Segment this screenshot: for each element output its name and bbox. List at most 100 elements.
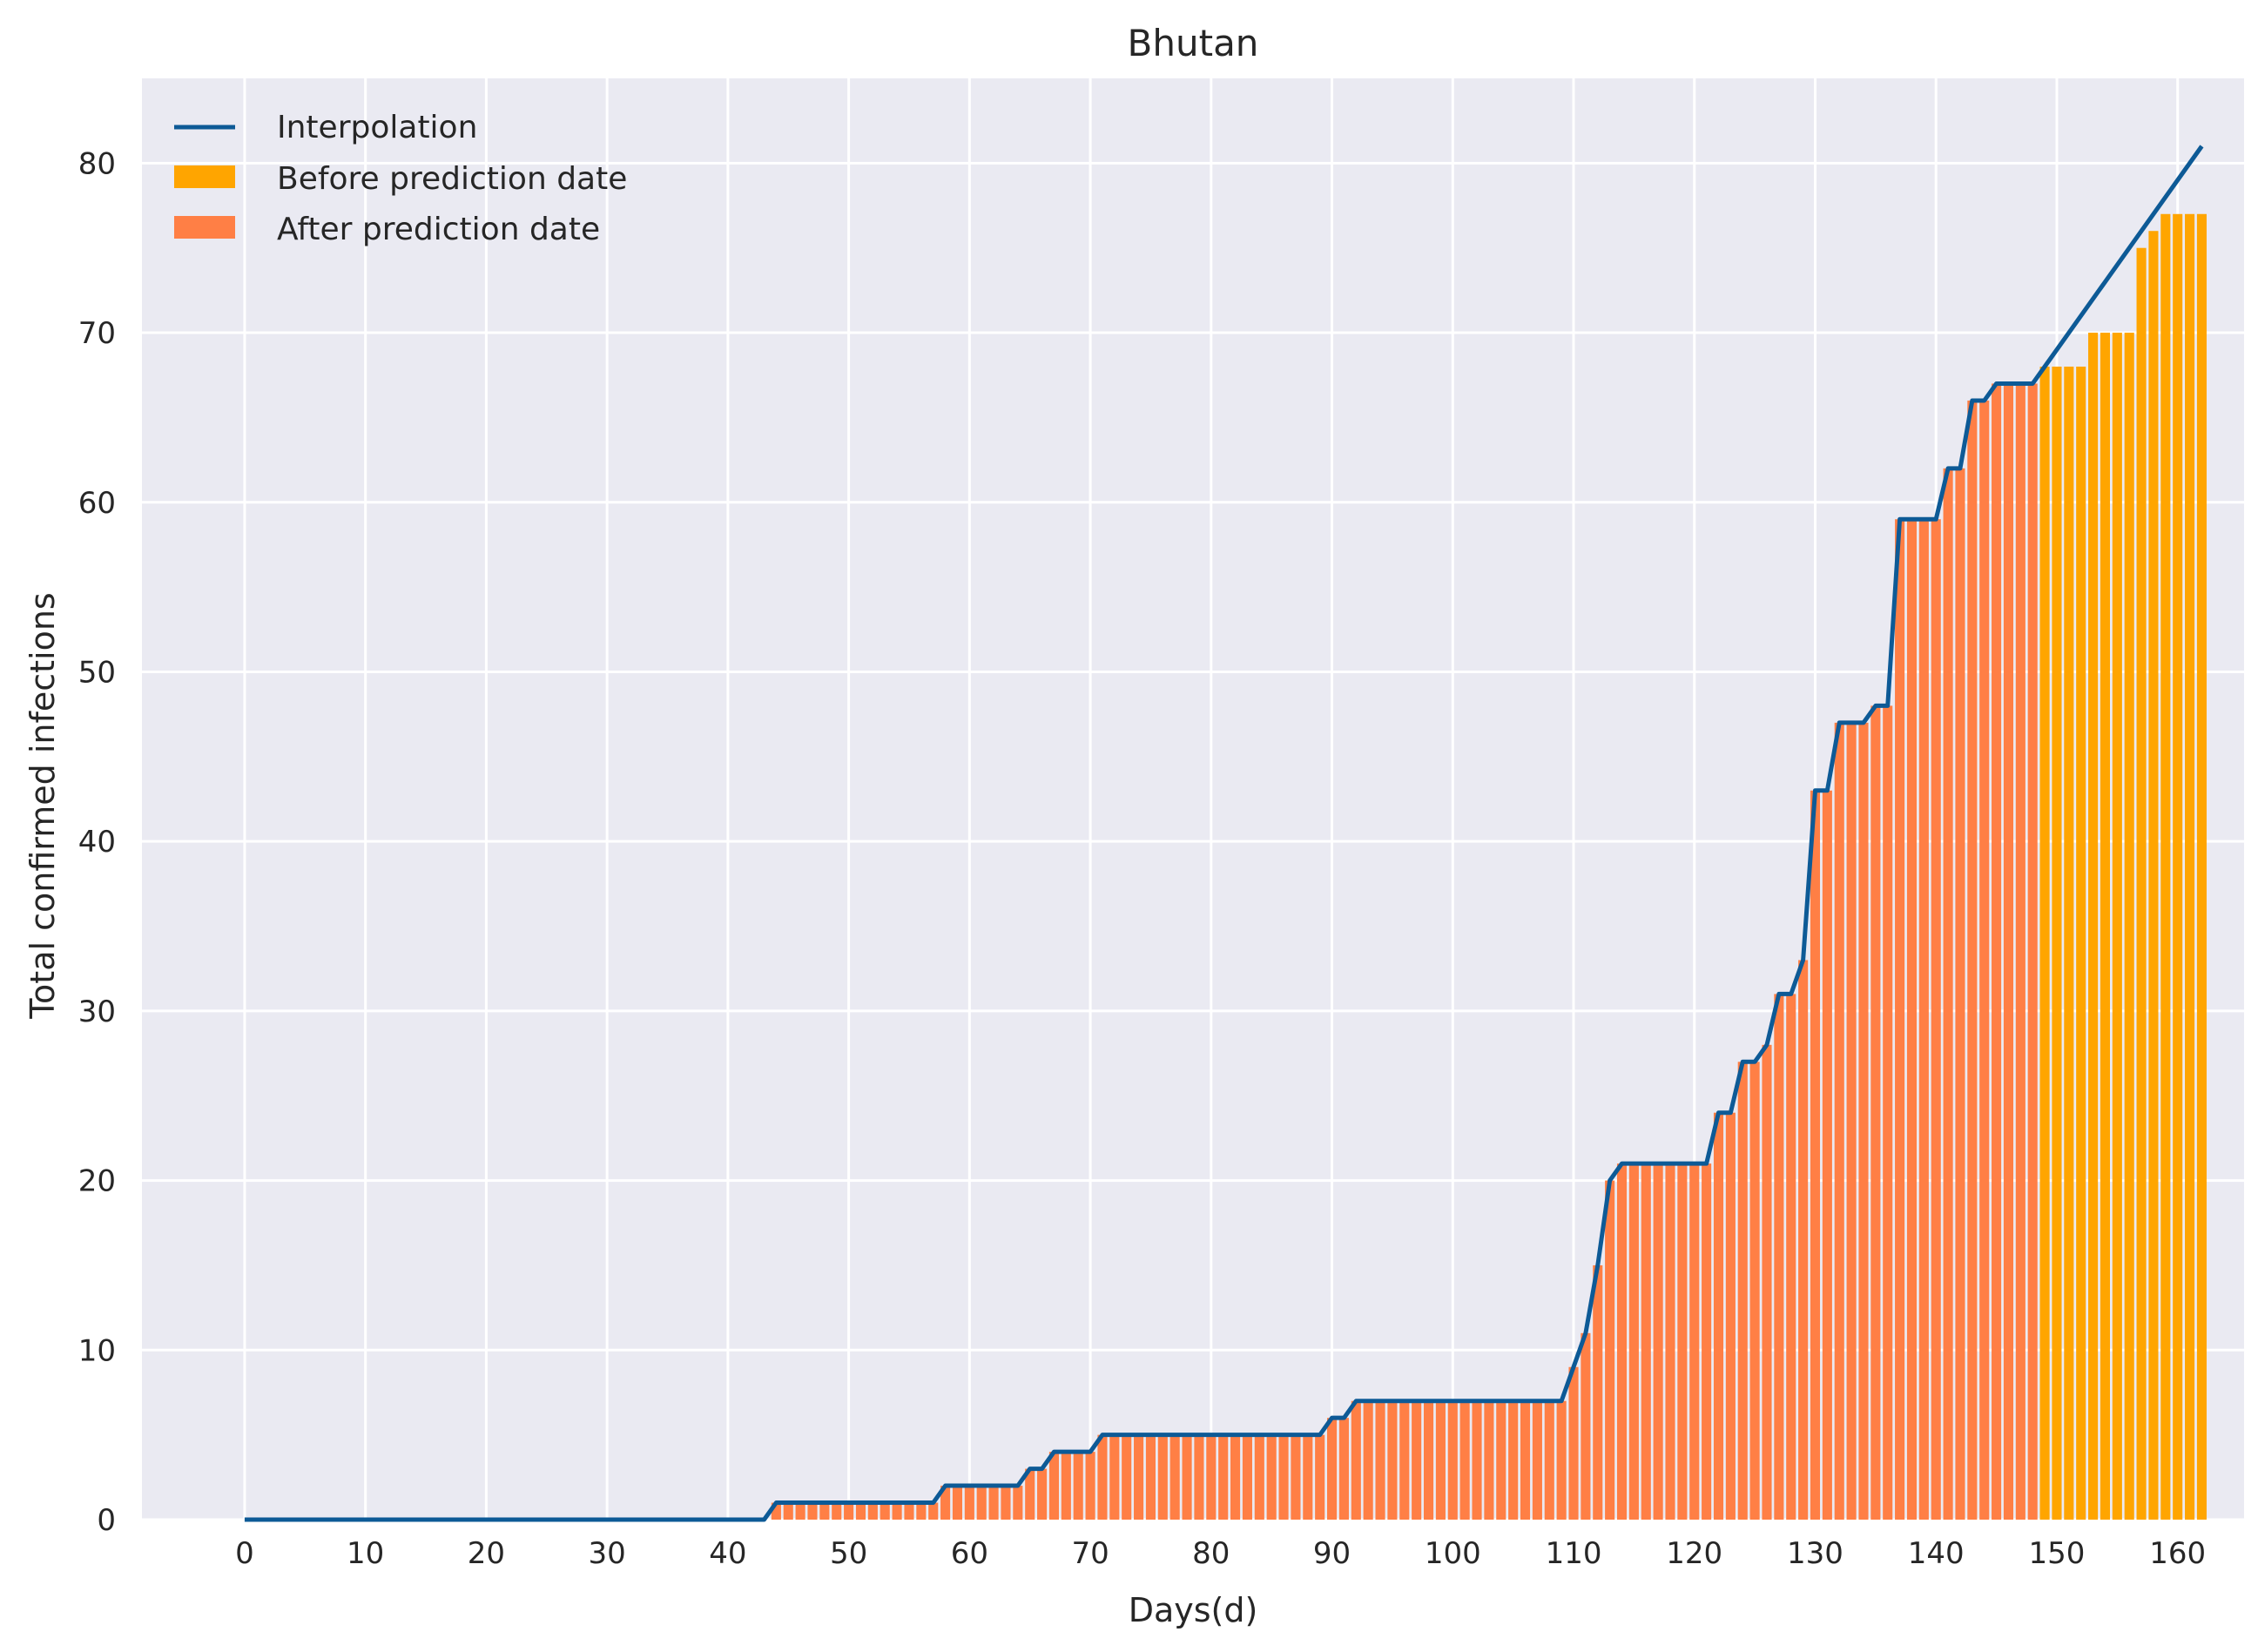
x-tick-label: 40 — [709, 1536, 746, 1571]
bar-after-prediction — [1351, 1400, 1361, 1520]
bar-before-prediction — [2076, 367, 2086, 1520]
y-tick-label: 0 — [97, 1503, 116, 1538]
bar-after-prediction — [1182, 1434, 1192, 1520]
y-tick-label: 40 — [78, 825, 116, 860]
bar-after-prediction — [892, 1502, 902, 1520]
bar-after-prediction — [1737, 1062, 1748, 1520]
bar-after-prediction — [1338, 1418, 1349, 1520]
bar-after-prediction — [1931, 519, 1941, 1520]
bar-after-prediction — [1157, 1434, 1168, 1520]
bar-after-prediction — [1423, 1400, 1434, 1520]
bar-after-prediction — [1906, 519, 1918, 1520]
bar-after-prediction — [1254, 1434, 1264, 1520]
x-tick-label: 150 — [2029, 1536, 2086, 1571]
bar-after-prediction — [1291, 1434, 1301, 1520]
x-tick-label: 0 — [235, 1536, 254, 1571]
bars — [771, 213, 2207, 1521]
bar-after-prediction — [1762, 1044, 1772, 1520]
bar-after-prediction — [1593, 1264, 1603, 1520]
bar-after-prediction — [1001, 1486, 1011, 1520]
bar-before-prediction — [2124, 333, 2134, 1520]
bar-after-prediction — [1665, 1163, 1675, 1520]
legend: Interpolation Before prediction date Aft… — [174, 110, 627, 247]
bar-after-prediction — [1725, 1112, 1736, 1520]
x-tick-label: 110 — [1546, 1536, 1602, 1571]
bar-after-prediction — [1073, 1452, 1083, 1520]
bar-after-prediction — [1169, 1434, 1180, 1520]
bar-after-prediction — [2027, 383, 2038, 1520]
x-tick-label: 130 — [1787, 1536, 1843, 1571]
bar-after-prediction — [1194, 1434, 1204, 1520]
bar-after-prediction — [1508, 1400, 1519, 1520]
bar-after-prediction — [1702, 1163, 1712, 1520]
bar-after-prediction — [783, 1502, 793, 1520]
bar-after-prediction — [1774, 994, 1784, 1520]
bar-before-prediction — [2100, 333, 2111, 1520]
bar-after-prediction — [1895, 519, 1905, 1520]
bar-after-prediction — [880, 1502, 890, 1520]
bar-after-prediction — [1979, 400, 1990, 1520]
bar-after-prediction — [1858, 722, 1869, 1520]
bar-after-prediction — [1375, 1400, 1385, 1520]
y-tick-label: 80 — [78, 146, 116, 181]
y-tick-label: 10 — [78, 1333, 116, 1368]
bar-before-prediction — [2136, 247, 2147, 1521]
x-tick-label: 100 — [1425, 1536, 1481, 1571]
bar-after-prediction — [1399, 1400, 1410, 1520]
bar-after-prediction — [795, 1502, 805, 1520]
bar-after-prediction — [1689, 1163, 1700, 1520]
bar-after-prediction — [952, 1486, 963, 1520]
bar-after-prediction — [1266, 1434, 1277, 1520]
y-tick-label: 30 — [78, 995, 116, 1029]
bar-after-prediction — [2015, 383, 2025, 1520]
x-tick-label: 10 — [347, 1536, 384, 1571]
bar-after-prediction — [1013, 1486, 1023, 1520]
bar-after-prediction — [1363, 1400, 1373, 1520]
legend-label-after-prediction: After prediction date — [277, 212, 600, 247]
bar-after-prediction — [940, 1486, 951, 1520]
bar-after-prediction — [1581, 1332, 1591, 1520]
bar-after-prediction — [1834, 722, 1844, 1520]
x-tick-label: 50 — [830, 1536, 867, 1571]
plot-background — [142, 78, 2244, 1520]
bar-after-prediction — [867, 1502, 878, 1520]
x-tick-label: 140 — [1908, 1536, 1965, 1571]
bar-after-prediction — [916, 1502, 927, 1520]
bar-after-prediction — [1303, 1434, 1313, 1520]
bar-after-prediction — [904, 1502, 914, 1520]
bar-after-prediction — [1085, 1452, 1095, 1520]
y-axis-label: Total confirmed infections — [24, 592, 62, 1019]
bar-after-prediction — [1520, 1400, 1531, 1520]
bar-after-prediction — [1628, 1163, 1639, 1520]
bar-after-prediction — [1943, 468, 1953, 1521]
bar-before-prediction — [2064, 367, 2074, 1520]
y-tick-label: 70 — [78, 316, 116, 351]
bar-after-prediction — [1568, 1366, 1579, 1520]
bar-after-prediction — [1218, 1434, 1229, 1520]
bar-after-prediction — [1242, 1434, 1252, 1520]
grid — [142, 78, 2244, 1521]
bar-after-prediction — [1967, 400, 1978, 1520]
bar-after-prediction — [976, 1486, 987, 1520]
bar-after-prediction — [1870, 705, 1881, 1520]
bar-after-prediction — [1677, 1163, 1688, 1520]
bar-after-prediction — [1544, 1400, 1554, 1520]
bar-after-prediction — [1556, 1400, 1567, 1520]
x-tick-label: 80 — [1192, 1536, 1230, 1571]
bar-after-prediction — [1992, 383, 2002, 1520]
bar-after-prediction — [1447, 1400, 1458, 1520]
bar-after-prediction — [988, 1486, 999, 1520]
legend-label-before-prediction: Before prediction date — [277, 161, 627, 197]
bar-before-prediction — [2160, 213, 2171, 1521]
bar-before-prediction — [2185, 213, 2195, 1521]
bar-after-prediction — [819, 1502, 830, 1520]
y-tick-label: 60 — [78, 486, 116, 521]
bar-after-prediction — [1641, 1163, 1651, 1520]
bar-after-prediction — [1435, 1400, 1446, 1520]
legend-swatch-after-prediction — [174, 216, 235, 239]
bar-after-prediction — [1326, 1418, 1338, 1520]
y-tick-labels: 0 10 20 30 40 50 60 70 80 — [78, 146, 116, 1538]
bar-after-prediction — [1025, 1468, 1035, 1520]
bar-after-prediction — [1846, 722, 1857, 1520]
